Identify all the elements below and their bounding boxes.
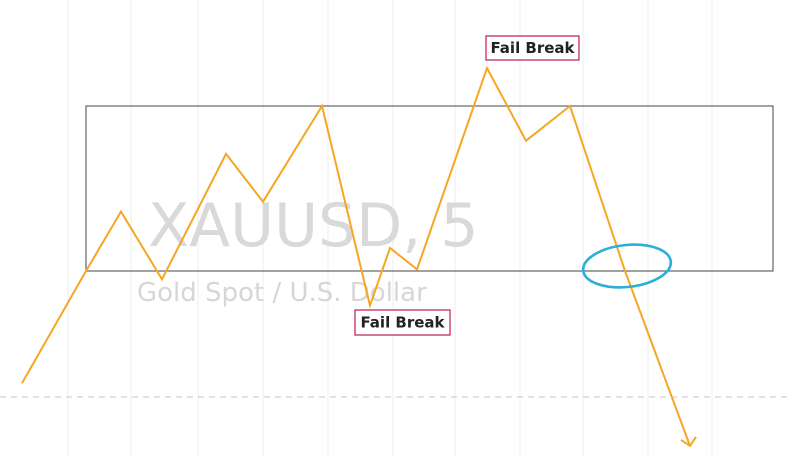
watermark-description: Gold Spot / U.S. Dollar <box>137 278 427 308</box>
annotation-label: Fail Break <box>490 39 575 57</box>
annotation-box <box>354 309 451 336</box>
range-box <box>85 105 774 272</box>
watermark-symbol: XAUUSD, 5 <box>148 191 479 261</box>
breakout-circle-marker <box>581 243 673 289</box>
series-arrowhead <box>680 436 697 448</box>
price-series <box>21 65 697 448</box>
annotation-box <box>485 35 580 61</box>
annotations-layer: Fail Break Fail Break <box>354 35 580 336</box>
grid-layer <box>67 0 713 456</box>
annotation-label: Fail Break <box>360 314 445 332</box>
